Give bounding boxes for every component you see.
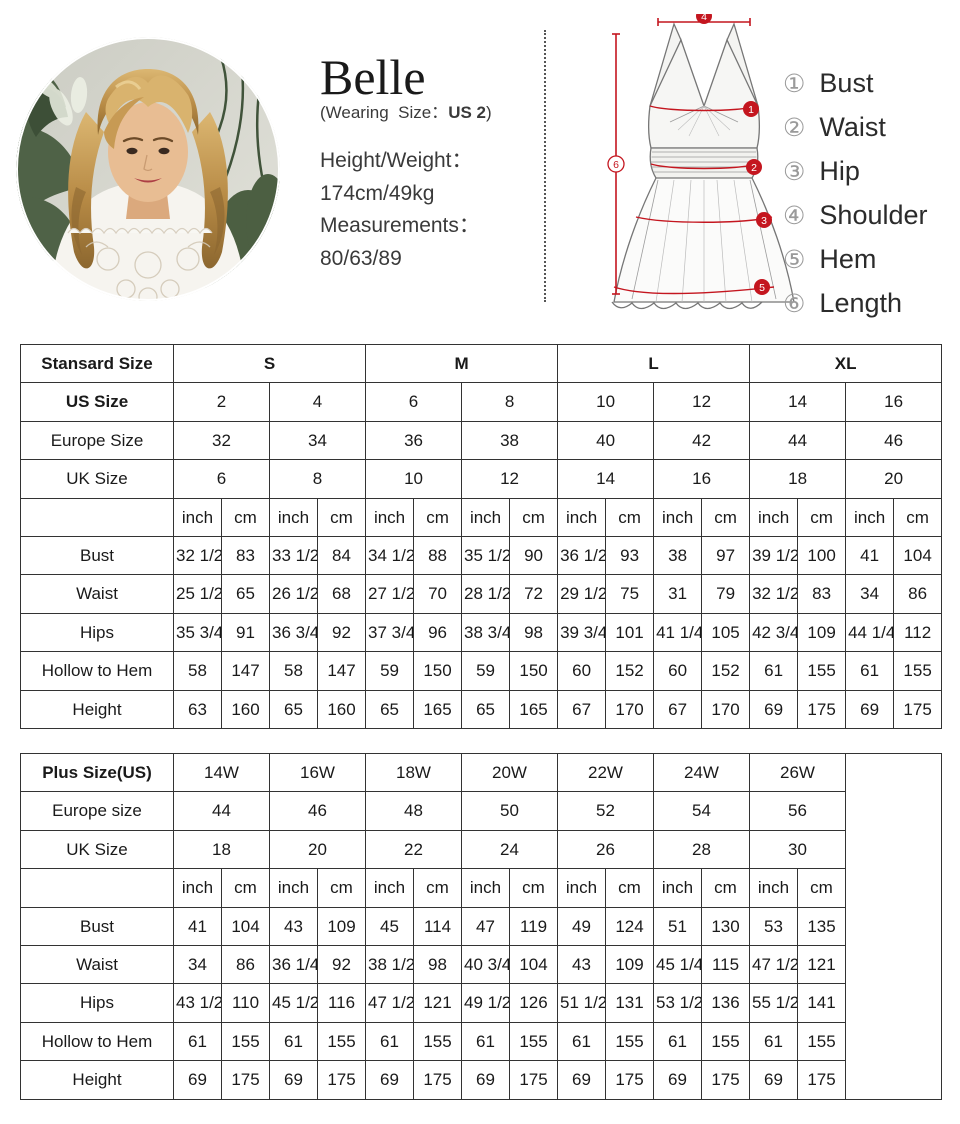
svg-text:3: 3 (761, 215, 767, 227)
svg-text:2: 2 (751, 162, 757, 174)
svg-text:4: 4 (701, 14, 707, 23)
svg-text:6: 6 (613, 159, 619, 171)
svg-text:1: 1 (748, 104, 754, 116)
svg-text:5: 5 (759, 282, 765, 294)
